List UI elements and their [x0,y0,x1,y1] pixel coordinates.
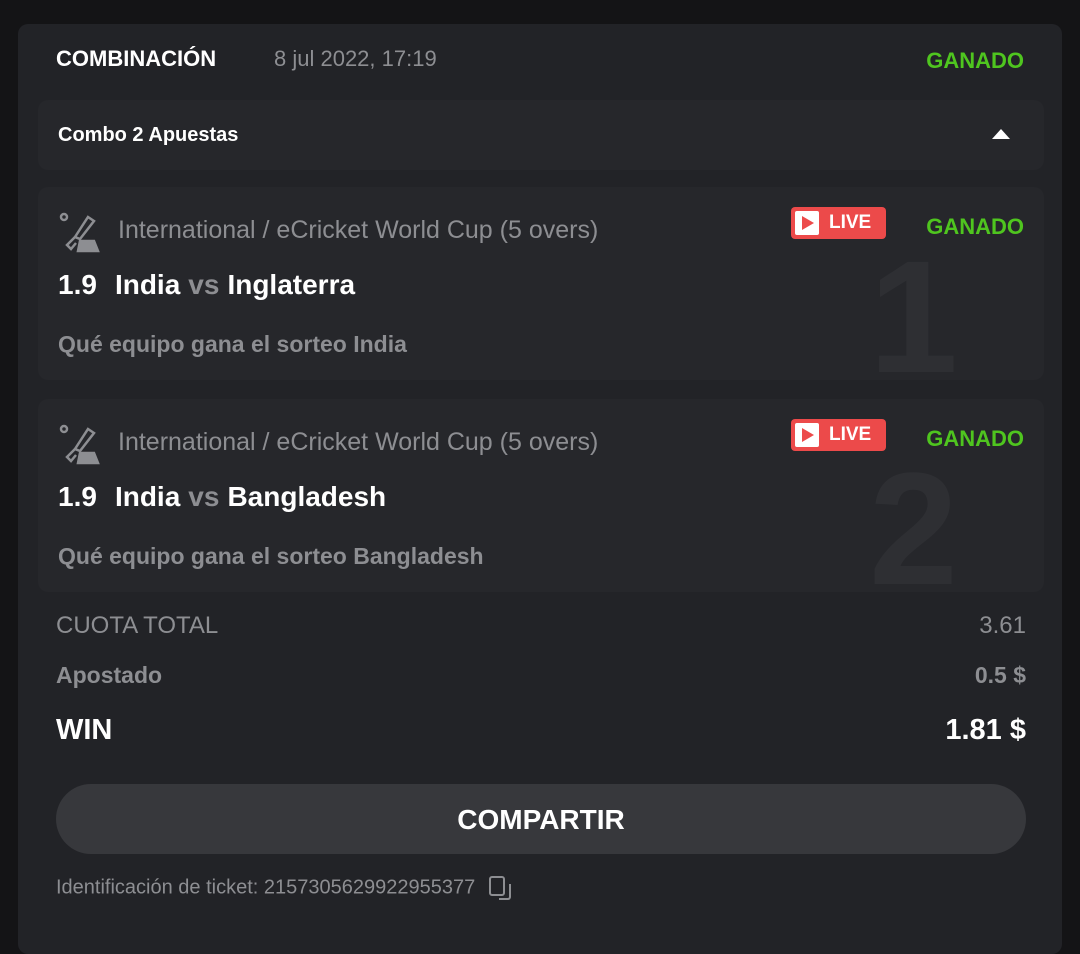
ecricket-icon [59,212,100,253]
stake-row: Apostado 0.5 $ [56,662,1026,688]
copy-icon[interactable] [489,876,513,900]
league-name: International / eCricket World Cup (5 ov… [118,428,599,456]
caret-up-icon[interactable] [992,129,1010,139]
ticket-header: COMBINACIÓN 8 jul 2022, 17:19 GANADO [56,46,1024,76]
status-badge: GANADO [926,426,1024,451]
match-title: 1.9 India vs Bangladesh [58,481,387,512]
share-button[interactable]: COMPARTIR [56,784,1026,854]
combo-toggle[interactable]: Combo 2 Apuestas [38,100,1044,170]
win-row: WIN 1.81 $ [56,714,1026,746]
bet-pick: Qué equipo gana el sorteo India [58,331,407,357]
play-icon [795,423,819,447]
play-icon [795,211,819,235]
total-odds-row: CUOTA TOTAL 3.61 [56,612,1026,639]
bet-ticket-card: COMBINACIÓN 8 jul 2022, 17:19 GANADO Com… [18,24,1062,954]
bet-index: 1 [869,253,958,380]
bet-item: 1 International / eCricket World Cup (5 … [38,187,1044,380]
ticket-id: Identificación de ticket: 21573056299229… [56,876,513,900]
status-badge: GANADO [926,48,1024,73]
bet-index: 2 [869,465,958,592]
combo-label: Combo 2 Apuestas [58,124,239,146]
bet-type: COMBINACIÓN [56,46,217,71]
ecricket-icon [59,424,100,465]
bet-item: 2 International / eCricket World Cup (5 … [38,399,1044,592]
live-badge: LIVE [791,419,886,451]
match-title: 1.9 India vs Inglaterra [58,269,356,300]
bet-date: 8 jul 2022, 17:19 [274,46,437,71]
status-badge: GANADO [926,214,1024,239]
bet-pick: Qué equipo gana el sorteo Bangladesh [58,543,484,569]
league-name: International / eCricket World Cup (5 ov… [118,216,599,244]
live-badge: LIVE [791,207,886,239]
